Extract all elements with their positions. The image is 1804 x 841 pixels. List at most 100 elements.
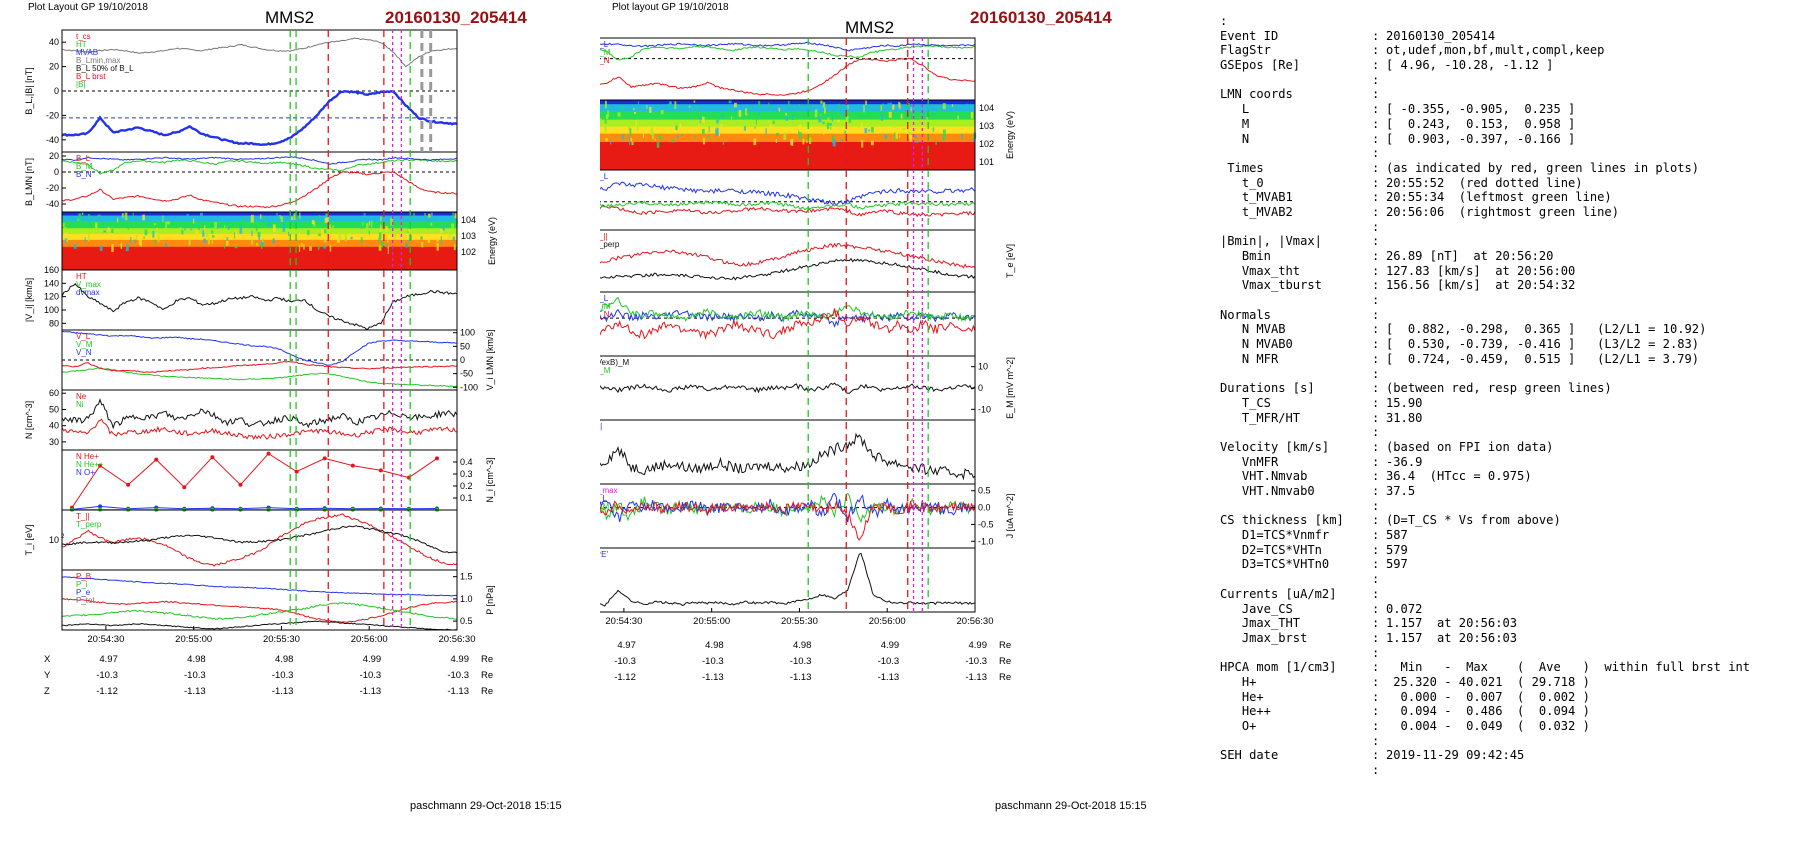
spectrogram-texture <box>676 135 679 139</box>
legend-entry: V_N <box>76 348 92 357</box>
spectrogram-texture <box>658 134 662 140</box>
spectrogram-texture <box>427 234 431 243</box>
orbit-row-label: Z <box>44 686 50 697</box>
spectrogram-texture <box>788 101 790 107</box>
param-row: : <box>1220 763 1800 778</box>
spectrogram-texture <box>288 231 290 237</box>
orbit-value: -10.3 <box>965 656 987 667</box>
spectrogram-texture <box>263 220 265 224</box>
param-key: He++ <box>1220 704 1271 719</box>
spectrogram-texture <box>884 134 888 139</box>
spectrogram-texture <box>914 134 918 138</box>
right-footer: paschmann 29-Oct-2018 15:15 <box>995 800 1147 812</box>
param-key: T_CS <box>1220 395 1271 410</box>
param-colon: : <box>1372 322 1380 337</box>
spectrogram-texture <box>932 113 935 116</box>
spectrogram-texture <box>693 100 696 103</box>
param-colon: : <box>1372 542 1380 557</box>
spectrogram-texture <box>326 214 329 223</box>
spectrogram-texture <box>448 234 451 239</box>
spectrogram-texture <box>845 115 849 122</box>
spectrogram-band <box>62 228 457 235</box>
spectrogram-texture <box>134 239 136 245</box>
legend-entry: V_L <box>600 172 609 181</box>
spectrogram-texture <box>359 216 361 223</box>
spectrogram-texture <box>262 239 264 247</box>
param-key: Event ID <box>1220 28 1279 43</box>
spectrogram-band <box>62 246 457 271</box>
spectrogram-texture <box>441 227 445 231</box>
spectrogram-texture <box>258 235 260 241</box>
y-tick-label: -100 <box>460 382 478 392</box>
param-colon: : <box>1372 43 1380 58</box>
param-colon: : <box>1372 630 1380 645</box>
spectrogram-texture <box>452 212 454 219</box>
param-key: N MVAB <box>1220 322 1286 337</box>
legend-entry: E_N <box>600 310 610 319</box>
spectrogram-texture <box>111 228 114 234</box>
param-value: 20160130_205414 <box>1386 28 1496 43</box>
spectrogram-texture <box>827 115 829 119</box>
spectrogram-texture <box>826 122 830 130</box>
hpca-point <box>98 504 103 509</box>
legend-entry: Ne <box>76 392 87 401</box>
spectrogram-band <box>600 100 975 105</box>
spectrogram-texture <box>775 138 778 143</box>
legend-entry: MVAB <box>76 48 98 57</box>
spectrogram-texture <box>605 138 608 142</box>
y-tick-label: 0.4 <box>460 457 473 467</box>
spectrogram-texture <box>605 114 609 120</box>
spectrogram-texture <box>125 244 129 252</box>
spectrogram-texture <box>631 141 634 146</box>
spectrogram-texture <box>226 216 229 222</box>
spectrogram-texture <box>199 212 203 218</box>
series-line <box>61 602 458 620</box>
spectrogram-texture <box>323 245 326 249</box>
spectrogram-axis-label: Energy (eV) <box>1005 111 1015 159</box>
param-value: 2019-11-29 09:42:45 <box>1386 748 1525 763</box>
y-tick-label: 103 <box>979 121 994 131</box>
param-value: 0.000 - 0.007 ( 0.002 ) <box>1386 689 1590 704</box>
spectrogram-texture <box>62 222 65 228</box>
spectrogram-texture <box>970 112 974 119</box>
spectrogram-texture <box>203 238 206 244</box>
param-value: [ 0.243, 0.153, 0.958 ] <box>1386 116 1576 131</box>
param-row: Vmax_tburst:156.56 [km/s] at 20:54:32 <box>1220 278 1800 293</box>
param-key: SEH date <box>1220 748 1279 763</box>
spectrogram-texture <box>436 243 439 251</box>
spectrogram-texture <box>820 100 823 104</box>
spectrogram-texture <box>675 125 678 131</box>
param-key: t_MVAB2 <box>1220 204 1293 219</box>
spectrogram-texture <box>186 214 189 218</box>
spectrogram-texture <box>898 101 901 108</box>
spectrogram-texture <box>927 128 930 131</box>
legend-entry: E_M <box>600 302 611 311</box>
legend-entry: T_|| <box>76 512 90 521</box>
spectrogram-texture <box>298 244 301 252</box>
series-line <box>61 525 458 554</box>
spectrogram-texture <box>223 243 226 249</box>
spectrogram-texture <box>679 123 682 130</box>
spectrogram-texture <box>227 227 230 230</box>
parameter-listing: : Event ID:20160130_205414 FlagStr: ot,udef… <box>1220 14 1800 778</box>
right-event-title: 20160130_205414 <box>970 8 1112 27</box>
spectrogram-texture <box>728 100 732 104</box>
spectrogram-texture <box>888 111 892 118</box>
param-colon: : <box>1372 719 1380 733</box>
spectrogram-texture <box>650 127 654 135</box>
spectrogram-texture <box>226 240 229 246</box>
y-tick-label: -10 <box>978 404 991 414</box>
series-line <box>61 598 458 623</box>
spectrogram-texture <box>893 132 896 141</box>
param-value: 20:56:06 (rightmost green line) <box>1386 204 1619 219</box>
series-line <box>61 620 458 631</box>
legend-entry: t_cs <box>76 32 91 41</box>
param-key: T_MFR/HT <box>1220 410 1301 425</box>
param-colon: : <box>1372 616 1380 631</box>
legend-entry: N He+ <box>76 452 99 461</box>
x-tick-label: 20:55:00 <box>693 616 730 627</box>
legend-entry: B_N <box>76 170 92 179</box>
param-colon: : <box>1372 410 1380 425</box>
param-colon: : <box>1372 366 1380 381</box>
spectrogram-texture <box>88 214 90 220</box>
